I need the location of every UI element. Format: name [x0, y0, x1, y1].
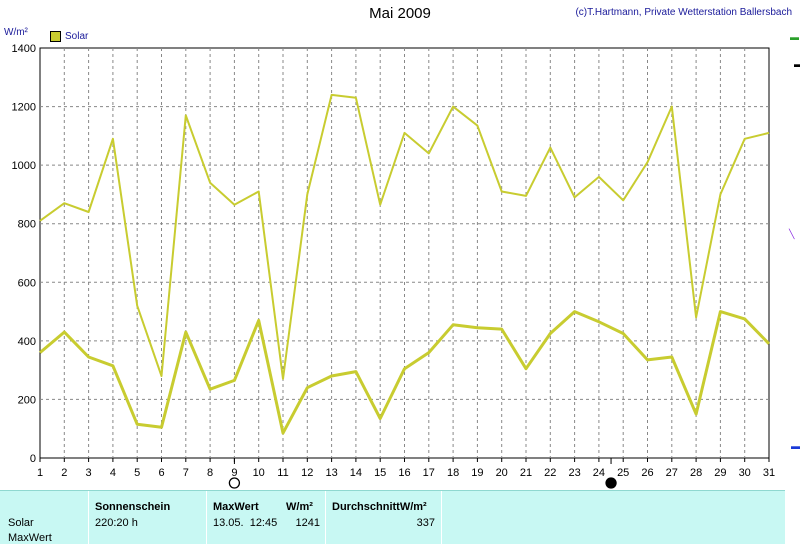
x-tick-label: 15 — [374, 467, 386, 479]
y-tick-label: 200 — [18, 394, 36, 406]
x-tick-label: 28 — [690, 467, 702, 479]
x-tick-label: 10 — [253, 467, 265, 479]
edge-mark-dark: ▬ — [794, 59, 800, 69]
full-moon-icon — [228, 477, 241, 489]
sonnenschein-header: Sonnenschein — [95, 501, 171, 513]
legend-label: Solar — [65, 31, 89, 42]
new-moon-icon — [605, 477, 617, 489]
x-tick-label: 3 — [86, 467, 92, 479]
x-tick-label: 13 — [325, 467, 337, 479]
y-tick-label: 400 — [18, 336, 36, 348]
x-tick-label: 17 — [423, 467, 435, 479]
edge-mark-green: ▬ — [790, 32, 799, 42]
x-tick-label: 2 — [61, 467, 67, 479]
maxwert-datetime: 13.05. 12:45 — [213, 517, 278, 529]
grid — [40, 48, 769, 458]
series-line-durchschnitt — [39, 310, 771, 435]
y-tick-label: 1000 — [12, 160, 36, 172]
x-tick-label: 23 — [568, 467, 580, 479]
x-tick-label: 21 — [520, 467, 532, 479]
maxwert-unit: W/m² — [286, 501, 313, 513]
x-tick-label: 4 — [110, 467, 116, 479]
x-tick-label: 12 — [301, 467, 313, 479]
x-tick-label: 27 — [666, 467, 678, 479]
x-tick-label: 26 — [641, 467, 653, 479]
y-unit-label: W/m² — [4, 27, 28, 38]
y-tick-label: 0 — [30, 453, 36, 465]
durchschnitt-value: 337 — [416, 517, 435, 529]
x-tick-label: 30 — [739, 467, 751, 479]
right-edge-markers: ▬ ▬ ╲ ▬ — [785, 30, 800, 490]
y-tick-label: 800 — [18, 219, 36, 231]
y-tick-label: 600 — [18, 277, 36, 289]
chart-title: Mai 2009 — [369, 5, 431, 22]
row-solar-label: Solar — [8, 517, 34, 529]
x-tick-label: 7 — [183, 467, 189, 479]
series-layer — [39, 93, 771, 435]
row-maxwert-label: MaxWert — [8, 532, 52, 544]
edge-mark-blue: ▬ — [791, 441, 800, 451]
maxwert-value: 1241 — [295, 517, 320, 529]
x-tick-label: 24 — [593, 467, 605, 479]
x-tick-label: 6 — [158, 467, 164, 479]
edge-mark-purple: ╲ — [789, 229, 795, 239]
x-tick-label: 20 — [496, 467, 508, 479]
moon-markers — [228, 458, 617, 489]
x-tick-label: 19 — [471, 467, 483, 479]
y-tick-label: 1200 — [12, 102, 36, 114]
x-tick-label: 8 — [207, 467, 213, 479]
x-tick-label: 22 — [544, 467, 556, 479]
x-axis-ticks: 1 2 3 4 5 6 7 8 9 10 11 12 13 14 15 16 17 18 19 20 21 22 23 24 2… — [37, 458, 775, 479]
x-tick-label: 25 — [617, 467, 629, 479]
y-axis-ticks: 0 200 400 600 800 1000 1200 1400 — [12, 43, 36, 465]
x-tick-label: 5 — [134, 467, 140, 479]
x-tick-label: 14 — [350, 467, 362, 479]
durchschnitt-header: DurchschnittW/m² — [332, 501, 427, 513]
x-tick-label: 31 — [763, 467, 775, 479]
maxwert-header: MaxWert — [213, 501, 259, 513]
stats-panel: Solar MaxWert Sonnenschein 220:20 h MaxW… — [0, 490, 785, 544]
legend: Solar — [50, 31, 88, 42]
x-tick-label: 16 — [398, 467, 410, 479]
x-tick-label: 11 — [277, 467, 288, 479]
x-tick-label: 29 — [714, 467, 726, 479]
x-tick-label: 1 — [37, 467, 43, 479]
series-line-maxwert — [39, 93, 770, 380]
legend-swatch — [50, 31, 61, 42]
y-tick-label: 1400 — [12, 43, 36, 55]
sonnenschein-value: 220:20 h — [95, 517, 138, 529]
x-tick-label: 9 — [231, 467, 237, 479]
credit-text: (c)T.Hartmann, Private Wetterstation Bal… — [575, 7, 792, 18]
x-tick-label: 18 — [447, 467, 459, 479]
